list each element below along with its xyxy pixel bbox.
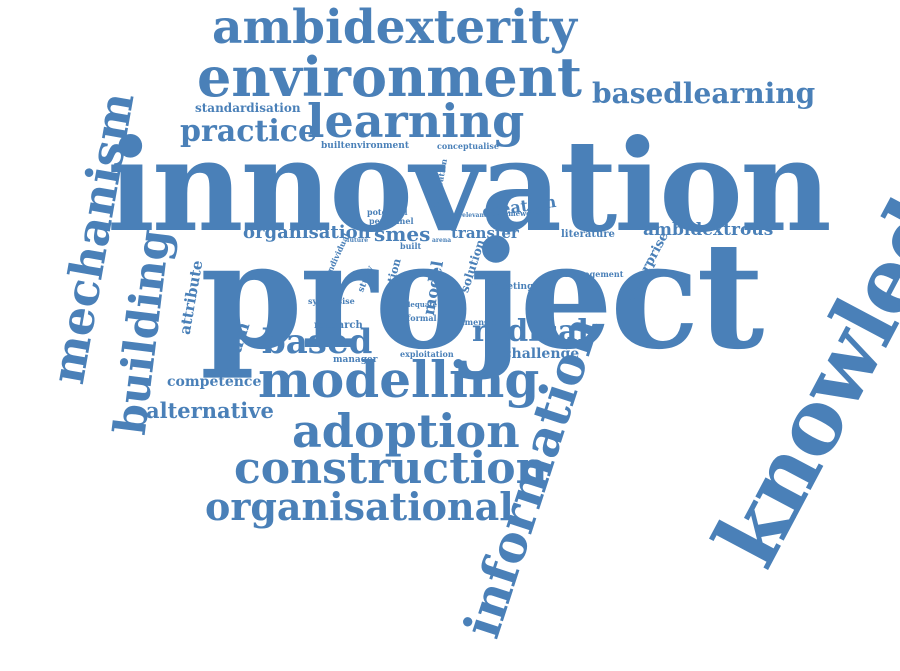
word-organisation: organisation [243, 222, 371, 243]
word-personnel: personnel [369, 216, 414, 226]
word-relevant: relevant [459, 212, 487, 219]
word-framework: framework [497, 209, 540, 218]
word-modelling: modelling [258, 350, 540, 409]
word-construction: construction [234, 443, 548, 494]
word-conceptualise: conceptualise [437, 141, 499, 151]
word-challenge: challenge [503, 346, 580, 362]
word-manager: manager [333, 355, 378, 365]
word-informal: informal [398, 313, 437, 323]
word-ambidexterity: ambidexterity [212, 0, 577, 55]
word-transfer: transfer [451, 224, 519, 242]
word-builtenvironment: builtenvironment [321, 141, 409, 151]
word-learning: learning [307, 94, 525, 148]
word-project: project [200, 209, 764, 382]
word-potential: potential [367, 207, 408, 217]
word-competence: competence [167, 374, 262, 390]
word-alternative: alternative [146, 398, 274, 423]
word-basedlearning: basedlearning [592, 77, 816, 110]
word-literature: literature [561, 229, 615, 240]
word-dimension: dimension [456, 317, 503, 327]
word-management: management [565, 269, 624, 279]
word-arena: arena [432, 237, 452, 244]
word-standardisation: standardisation [195, 101, 301, 115]
word-adequate: adequate [401, 300, 438, 309]
word-ambidextrous: ambidextrous [643, 220, 774, 240]
word-environment: environment [197, 45, 582, 109]
word-future: future [347, 237, 369, 244]
word-based: based [262, 322, 373, 362]
word-adoption: adoption [292, 404, 520, 458]
word-exploitation: exploitation [400, 349, 454, 359]
word-practice: practice [180, 114, 318, 149]
word-meeting: meeting [492, 282, 534, 292]
word-built: built [400, 241, 422, 251]
word-research: research [314, 320, 363, 331]
word-innovation: innovation [107, 112, 832, 260]
word-organisational: organisational [205, 484, 514, 529]
word-synthesise: synthesise [308, 296, 355, 306]
word-smes: smes [374, 222, 431, 246]
word-radical: radical [472, 314, 589, 349]
